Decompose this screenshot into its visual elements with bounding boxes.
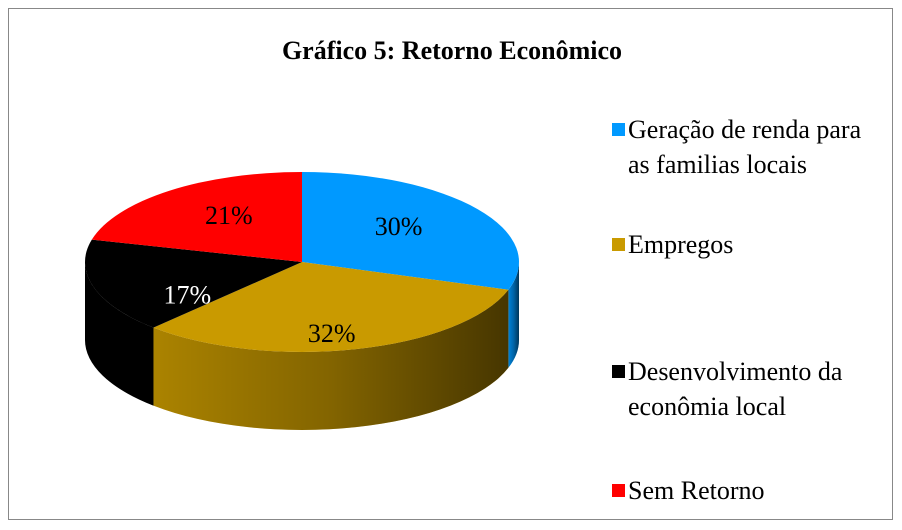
pie-slice [153, 262, 509, 353]
pie-slice [302, 172, 519, 290]
pie-side-shade [508, 262, 519, 368]
legend-swatch [612, 238, 625, 251]
legend-label: Sem Retorno [628, 476, 765, 505]
pie-side-shade [153, 289, 509, 431]
data-label: 30% [375, 212, 423, 241]
pie-side-shade [85, 262, 154, 406]
pie-slice [91, 172, 302, 262]
legend-label: Empregos [628, 230, 734, 259]
chart-border [8, 8, 893, 520]
legend-label: Geração de renda para as familias locais [628, 115, 862, 179]
legend-swatch [612, 365, 625, 378]
legend-label: Desenvolvimento da econômia local [628, 357, 843, 421]
data-label: 21% [205, 201, 253, 230]
legend-swatch [612, 123, 625, 136]
legend-swatch [612, 484, 625, 497]
data-label: 32% [308, 319, 356, 348]
data-label: 17% [164, 281, 212, 310]
chart-title: Gráfico 5: Retorno Econômico [282, 36, 622, 65]
pie-slice [85, 239, 302, 328]
